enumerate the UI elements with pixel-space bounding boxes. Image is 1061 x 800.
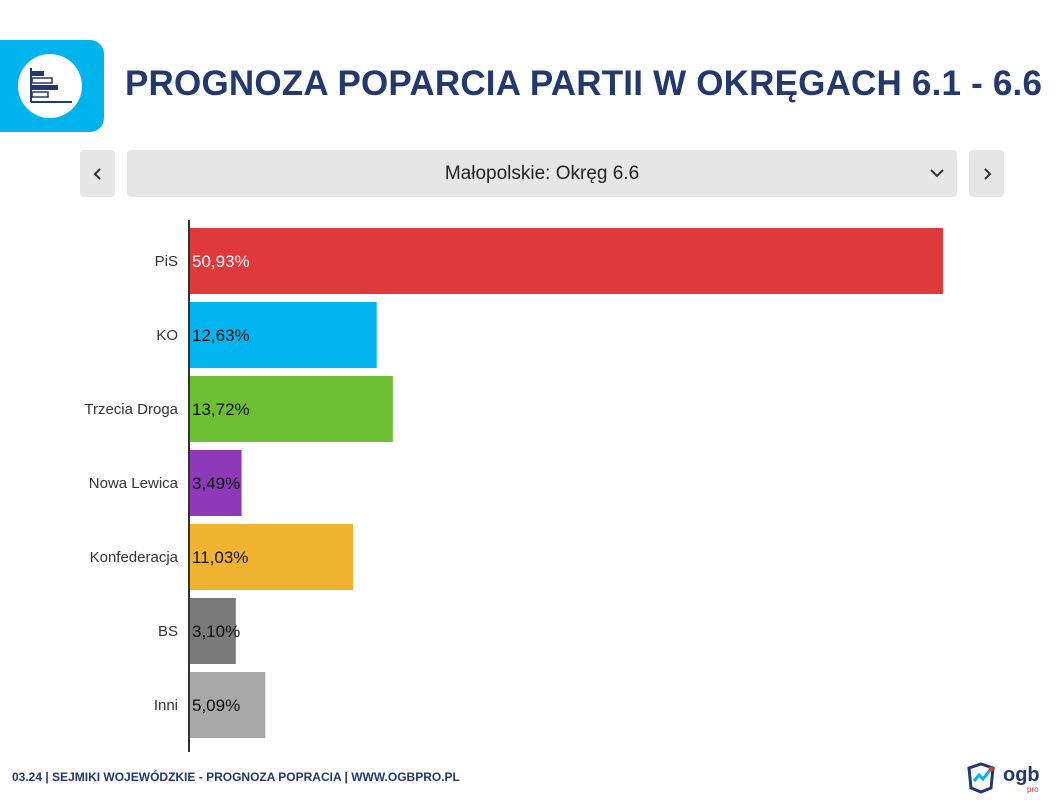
logo-text: ogb [1003,764,1040,786]
category-label: Trzecia Droga [84,401,178,418]
value-label: 12,63% [192,326,250,345]
prev-district-button[interactable] [80,150,115,197]
value-label: 11,03% [192,548,248,567]
chevron-left-icon [93,167,101,180]
page-title: PROGNOZA POPARCIA PARTII W OKRĘGACH 6.1 … [125,64,1043,103]
category-label: Konfederacja [90,549,179,566]
bar-chart: PiS 50,93% KO 12,63% Trzecia Droga 13,72% Nowa… [84,220,943,752]
ogb-logo: ogb pro [965,760,1045,796]
value-label: 5,09% [192,696,240,715]
value-label: 3,49% [192,474,240,493]
chevron-right-icon [983,167,991,180]
value-label: 3,10% [192,622,240,641]
chevron-down-icon [930,169,944,178]
category-label: Nowa Lewica [89,475,179,492]
bar [190,228,943,294]
footer-text: 03.24 | SEJMIKI WOJEWÓDZKIE - PROGNOZA P… [12,770,460,784]
category-label: KO [156,327,178,344]
header-icon-circle [18,54,82,118]
value-label: 50,93% [192,252,250,271]
district-select-value: Małopolskie: Okręg 6.6 [444,163,640,184]
logo-sub: pro [1027,785,1039,794]
category-label: BS [158,623,178,640]
bar [190,302,377,368]
header-icon-tab [0,40,104,132]
bar [190,524,354,590]
category-label: Inni [154,697,178,714]
ogb-logo-mark-icon [967,762,995,794]
bar [190,672,266,738]
bar-chart-icon [30,68,72,103]
value-label: 13,72% [192,400,250,419]
category-label: PiS [155,253,178,270]
bar [190,450,242,516]
bar [190,598,236,664]
district-select[interactable]: Małopolskie: Okręg 6.6 [127,150,957,197]
next-district-button[interactable] [969,150,1004,197]
bar [190,376,393,442]
